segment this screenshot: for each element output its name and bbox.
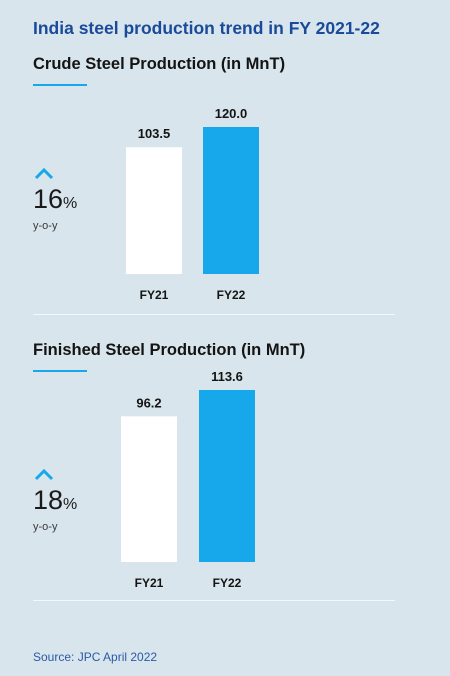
source-note: Source: JPC April 2022 <box>33 650 158 664</box>
value-label-fy21: 103.5 <box>138 126 171 141</box>
crude-divider <box>33 314 395 315</box>
main-title: India steel production trend in FY 2021-… <box>33 18 380 38</box>
bar-fy21 <box>121 416 177 562</box>
crude-growth-percent: 16% <box>33 184 77 215</box>
bar-fy21 <box>126 147 182 274</box>
crude-growth-value: 16 <box>33 184 64 214</box>
up-arrow-icon <box>34 168 54 180</box>
value-label-fy22: 120.0 <box>215 106 248 121</box>
crude-growth-label: y-o-y <box>33 220 58 232</box>
bar-fy22 <box>199 390 255 562</box>
crude-bar-chart: 103.5 FY21 120.0 FY22 <box>126 106 259 302</box>
finished-growth-unit: % <box>63 496 78 513</box>
finished-accent-line <box>33 370 87 372</box>
bar-fy22 <box>203 127 259 274</box>
category-label-fy21: FY21 <box>135 576 164 590</box>
category-label-fy21: FY21 <box>140 288 169 302</box>
crude-section-title: Crude Steel Production (in MnT) <box>33 55 286 73</box>
crude-accent-line <box>33 84 87 86</box>
finished-bar-chart: 96.2 FY21 113.6 FY22 <box>121 369 255 590</box>
finished-growth-percent: 18% <box>33 485 77 516</box>
category-label-fy22: FY22 <box>217 288 246 302</box>
finished-growth-value: 18 <box>33 485 64 515</box>
value-label-fy21: 96.2 <box>136 395 161 410</box>
crude-growth-unit: % <box>63 195 78 212</box>
finished-growth-label: y-o-y <box>33 521 58 533</box>
up-arrow-icon <box>34 469 54 481</box>
finished-section-title: Finished Steel Production (in MnT) <box>33 341 306 359</box>
finished-divider <box>33 600 395 601</box>
category-label-fy22: FY22 <box>213 576 242 590</box>
value-label-fy22: 113.6 <box>211 369 243 384</box>
